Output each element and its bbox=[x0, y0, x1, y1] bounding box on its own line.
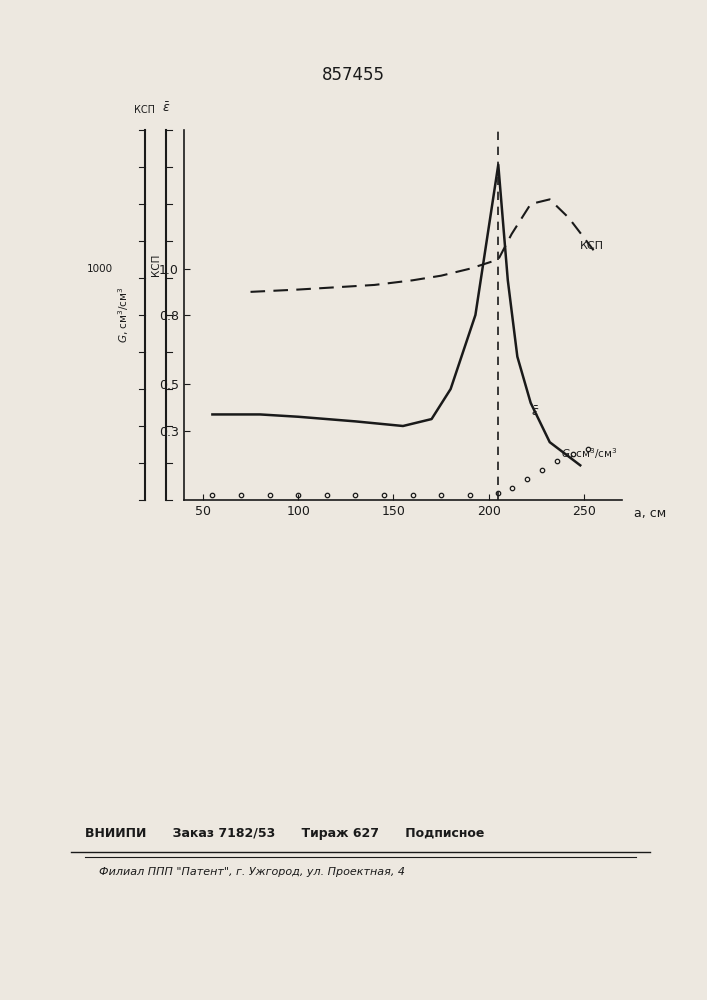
Text: $\bar{\varepsilon}$: $\bar{\varepsilon}$ bbox=[162, 101, 170, 115]
Text: 1000: 1000 bbox=[87, 264, 113, 274]
Text: КСП: КСП bbox=[151, 254, 160, 276]
Text: Филиал ППП "Патент", г. Ужгород, ул. Проектная, 4: Филиал ППП "Патент", г. Ужгород, ул. Про… bbox=[99, 867, 405, 877]
Text: ВНИИПИ      Заказ 7182/53      Тираж 627      Подписное: ВНИИПИ Заказ 7182/53 Тираж 627 Подписное bbox=[85, 827, 484, 840]
Text: КСП: КСП bbox=[580, 241, 604, 251]
Text: $\bar{\varepsilon}$: $\bar{\varepsilon}$ bbox=[531, 405, 539, 419]
Text: $G$, см$^3$/см$^3$: $G$, см$^3$/см$^3$ bbox=[561, 446, 617, 461]
Text: КСП: КСП bbox=[134, 105, 156, 115]
Text: 857455: 857455 bbox=[322, 66, 385, 84]
Text: $G$, см$^3$/см$^3$: $G$, см$^3$/см$^3$ bbox=[117, 287, 131, 343]
Text: а, см: а, см bbox=[633, 507, 666, 520]
